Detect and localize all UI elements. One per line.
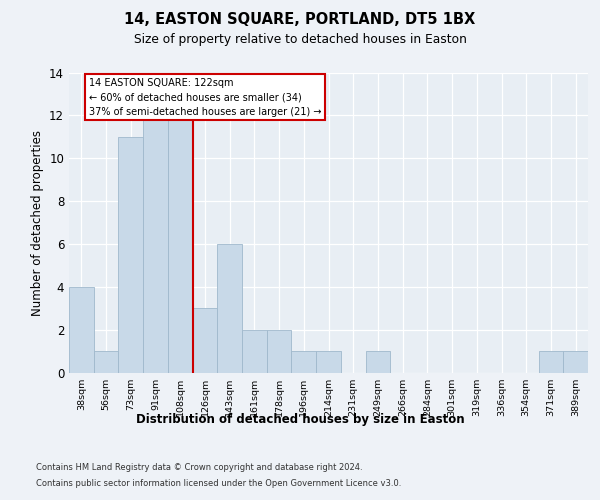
Bar	[69, 287, 94, 372]
Bar	[563, 351, 588, 372]
Text: Size of property relative to detached houses in Easton: Size of property relative to detached ho…	[134, 32, 466, 46]
Bar	[242, 330, 267, 372]
Bar	[292, 351, 316, 372]
Bar	[143, 116, 168, 372]
Bar	[94, 351, 118, 372]
Bar	[539, 351, 563, 372]
Bar	[217, 244, 242, 372]
Bar	[316, 351, 341, 372]
Bar	[267, 330, 292, 372]
Bar	[118, 137, 143, 372]
Bar	[365, 351, 390, 372]
Text: Distribution of detached houses by size in Easton: Distribution of detached houses by size …	[136, 412, 464, 426]
Text: 14 EASTON SQUARE: 122sqm
← 60% of detached houses are smaller (34)
37% of semi-d: 14 EASTON SQUARE: 122sqm ← 60% of detach…	[89, 78, 321, 116]
Bar	[193, 308, 217, 372]
Y-axis label: Number of detached properties: Number of detached properties	[31, 130, 44, 316]
Text: Contains HM Land Registry data © Crown copyright and database right 2024.: Contains HM Land Registry data © Crown c…	[36, 462, 362, 471]
Text: 14, EASTON SQUARE, PORTLAND, DT5 1BX: 14, EASTON SQUARE, PORTLAND, DT5 1BX	[124, 12, 476, 28]
Bar	[168, 116, 193, 372]
Text: Contains public sector information licensed under the Open Government Licence v3: Contains public sector information licen…	[36, 479, 401, 488]
